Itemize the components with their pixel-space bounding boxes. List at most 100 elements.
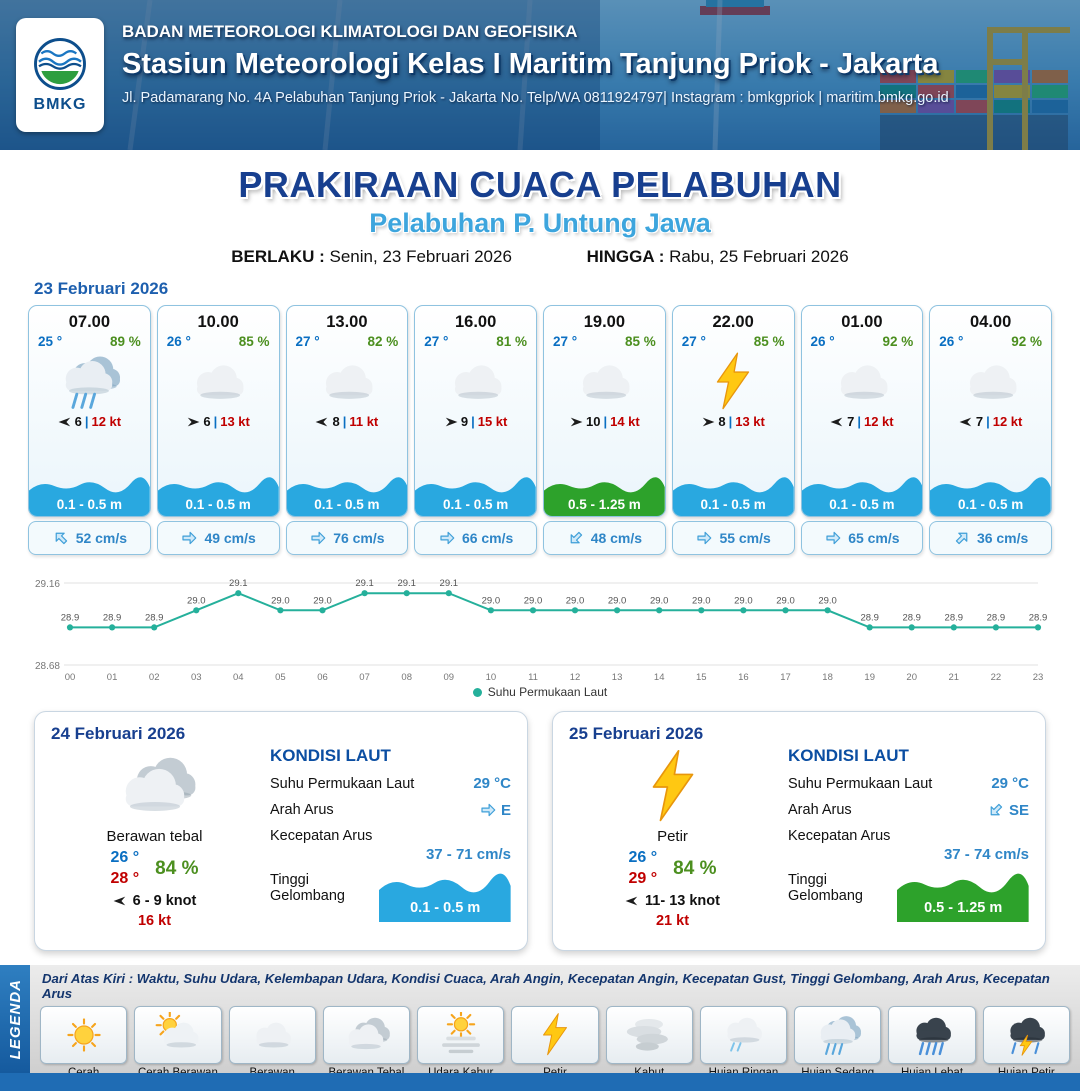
contact-info: Jl. Padamarang No. 4A Pelabuhan Tanjung … (122, 90, 949, 106)
wave-shape (801, 477, 923, 516)
wind-gust-value: 12 kt (91, 414, 122, 429)
sst-row: Suhu Permukaan Laut 29 °C (270, 775, 511, 792)
svg-text:05: 05 (275, 672, 286, 683)
cloud-icon (178, 351, 258, 413)
weather-condition: Berawan tebal (106, 828, 203, 845)
rain-light-icon (716, 1012, 770, 1058)
svg-text:08: 08 (401, 672, 412, 683)
legend-description: Dari Atas Kiri : Waktu, Suhu Udara, Kele… (42, 971, 1050, 1001)
wind-direction-icon (186, 415, 200, 429)
wind-direction-icon (625, 894, 639, 908)
wind-range-value: 11- 13 knot (645, 893, 720, 909)
forecast-card: 16.00 27 ° 81 % 9 | 15 kt 0.1 - 0.5 (414, 305, 537, 517)
current-direction-icon (438, 529, 456, 547)
cloud-icon (245, 1012, 299, 1058)
wind-gust-value: 21 kt (655, 913, 690, 929)
wind-gust-value: 13 kt (735, 414, 765, 429)
svg-text:28.9: 28.9 (1029, 612, 1048, 623)
wind-separator: | (342, 414, 347, 429)
wind-speed-value: 8 (718, 414, 726, 429)
svg-text:29.0: 29.0 (692, 595, 711, 606)
sun-cloud-icon (151, 1012, 205, 1058)
wind-row: 7 | 12 kt (959, 414, 1023, 429)
thunder-icon (693, 351, 773, 413)
port-illustration (0, 0, 1080, 150)
sst-label: Suhu Permukaan Laut (270, 775, 415, 792)
wave-height-band: 0.1 - 0.5 m (930, 476, 1051, 516)
forecast-time: 04.00 (969, 313, 1012, 331)
wind-gust-value: 11 kt (349, 414, 379, 429)
svg-text:21: 21 (949, 672, 960, 683)
svg-text:17: 17 (780, 672, 791, 683)
bmkg-logo-label: BMKG (33, 96, 87, 113)
current-box: 48 cm/s (543, 521, 666, 555)
wave-shape (157, 477, 279, 516)
header: BMKG BADAN METEOROLOGI KLIMATOLOGI DAN G… (0, 0, 1080, 150)
current-speed-row: Kecepatan Arus (270, 828, 511, 844)
current-speed-value: 36 cm/s (976, 530, 1029, 546)
current-direction-icon (983, 797, 1008, 822)
wind-direction-icon (444, 415, 458, 429)
temp-humidity-row: 27 ° 82 % (287, 332, 408, 349)
svg-text:28.9: 28.9 (145, 612, 164, 623)
chart-legend-label: Suhu Permukaan Laut (487, 685, 608, 699)
current-box: 55 cm/s (671, 521, 795, 555)
wind-gust-value: 12 kt (992, 414, 1023, 429)
port-name: Pelabuhan P. Untung Jawa (369, 208, 711, 238)
current-direction-row: Arah Arus SE (788, 801, 1029, 819)
svg-text:29.0: 29.0 (650, 595, 669, 606)
wave-height-band: 0.1 - 0.5 m (801, 476, 923, 516)
legend-icon-box (417, 1006, 505, 1064)
wave-shape (897, 873, 1029, 922)
forecast-time: 07.00 (68, 313, 111, 331)
wave-shape (286, 477, 408, 516)
wind-row: 9 | 15 kt (444, 414, 507, 429)
svg-text:29.0: 29.0 (524, 595, 543, 606)
legend-item: Berawan Tebal (322, 1006, 411, 1079)
forecast-time: 16.00 (454, 313, 497, 331)
daily-temps: 26 ° 29 ° (629, 849, 658, 888)
svg-text:15: 15 (696, 672, 707, 683)
rain-med-icon (811, 1012, 865, 1058)
humidity-value: 85 % (624, 334, 656, 349)
wind-direction-icon (569, 415, 583, 429)
forecast-time: 10.00 (197, 313, 239, 331)
wind-direction-icon (959, 415, 973, 429)
svg-text:29.1: 29.1 (229, 578, 248, 589)
bmkg-logo-icon (34, 38, 86, 90)
svg-text:29.0: 29.0 (776, 595, 795, 606)
current-direction-value: SE (987, 801, 1029, 819)
legend-icon-box (134, 1006, 222, 1064)
current-direction-text: E (500, 801, 511, 819)
svg-text:07: 07 (359, 672, 370, 683)
temp-humidity-row: 27 ° 85 % (673, 332, 794, 349)
station-name: Stasiun Meteorologi Kelas I Maritim Tanj… (122, 48, 939, 80)
forecast-date: 23 Februari 2026 (34, 279, 169, 298)
temp-humidity-row: 27 ° 85 % (544, 332, 665, 349)
daily-forecast-row: 24 Februari 2026 Berawan tebal 26 ° 28 °… (0, 699, 1080, 951)
wave-shape (672, 477, 794, 516)
current-box: 36 cm/s (929, 521, 1052, 555)
svg-text:20: 20 (906, 672, 917, 683)
humidity-value: 84 % (673, 857, 717, 879)
current-direction-icon (949, 525, 974, 550)
agency-name: BADAN METEOROLOGI KLIMATOLOGI DAN GEOFIS… (122, 22, 578, 41)
temperature-value: 26 ° (166, 334, 191, 349)
svg-text:29.0: 29.0 (566, 595, 585, 606)
wind-separator: | (728, 414, 733, 429)
sst-row: Suhu Permukaan Laut 29 °C (788, 775, 1029, 792)
wind-speed-value: 7 (975, 414, 984, 429)
daily-forecast-card: 24 Februari 2026 Berawan tebal 26 ° 28 °… (34, 711, 528, 951)
svg-text:28.9: 28.9 (103, 612, 122, 623)
cloud-icon (307, 351, 387, 413)
wave-height-band: 0.1 - 0.5 m (672, 476, 794, 516)
forecast-card: 07.00 25 ° 89 % 6 | 12 kt 0.1 - 0.5 (28, 305, 151, 517)
humidity-value: 82 % (367, 334, 399, 349)
wave-height-value: 0.5 - 1.25 m (567, 497, 641, 512)
forecast-column: 01.00 26 ° 92 % 7 | 12 kt 0.1 - 0.5 (800, 305, 924, 555)
temp-humidity-row: 26 ° 92 % (802, 332, 923, 349)
current-direction-icon (695, 529, 713, 547)
wave-shape (930, 477, 1051, 516)
wind-separator: | (603, 414, 608, 429)
